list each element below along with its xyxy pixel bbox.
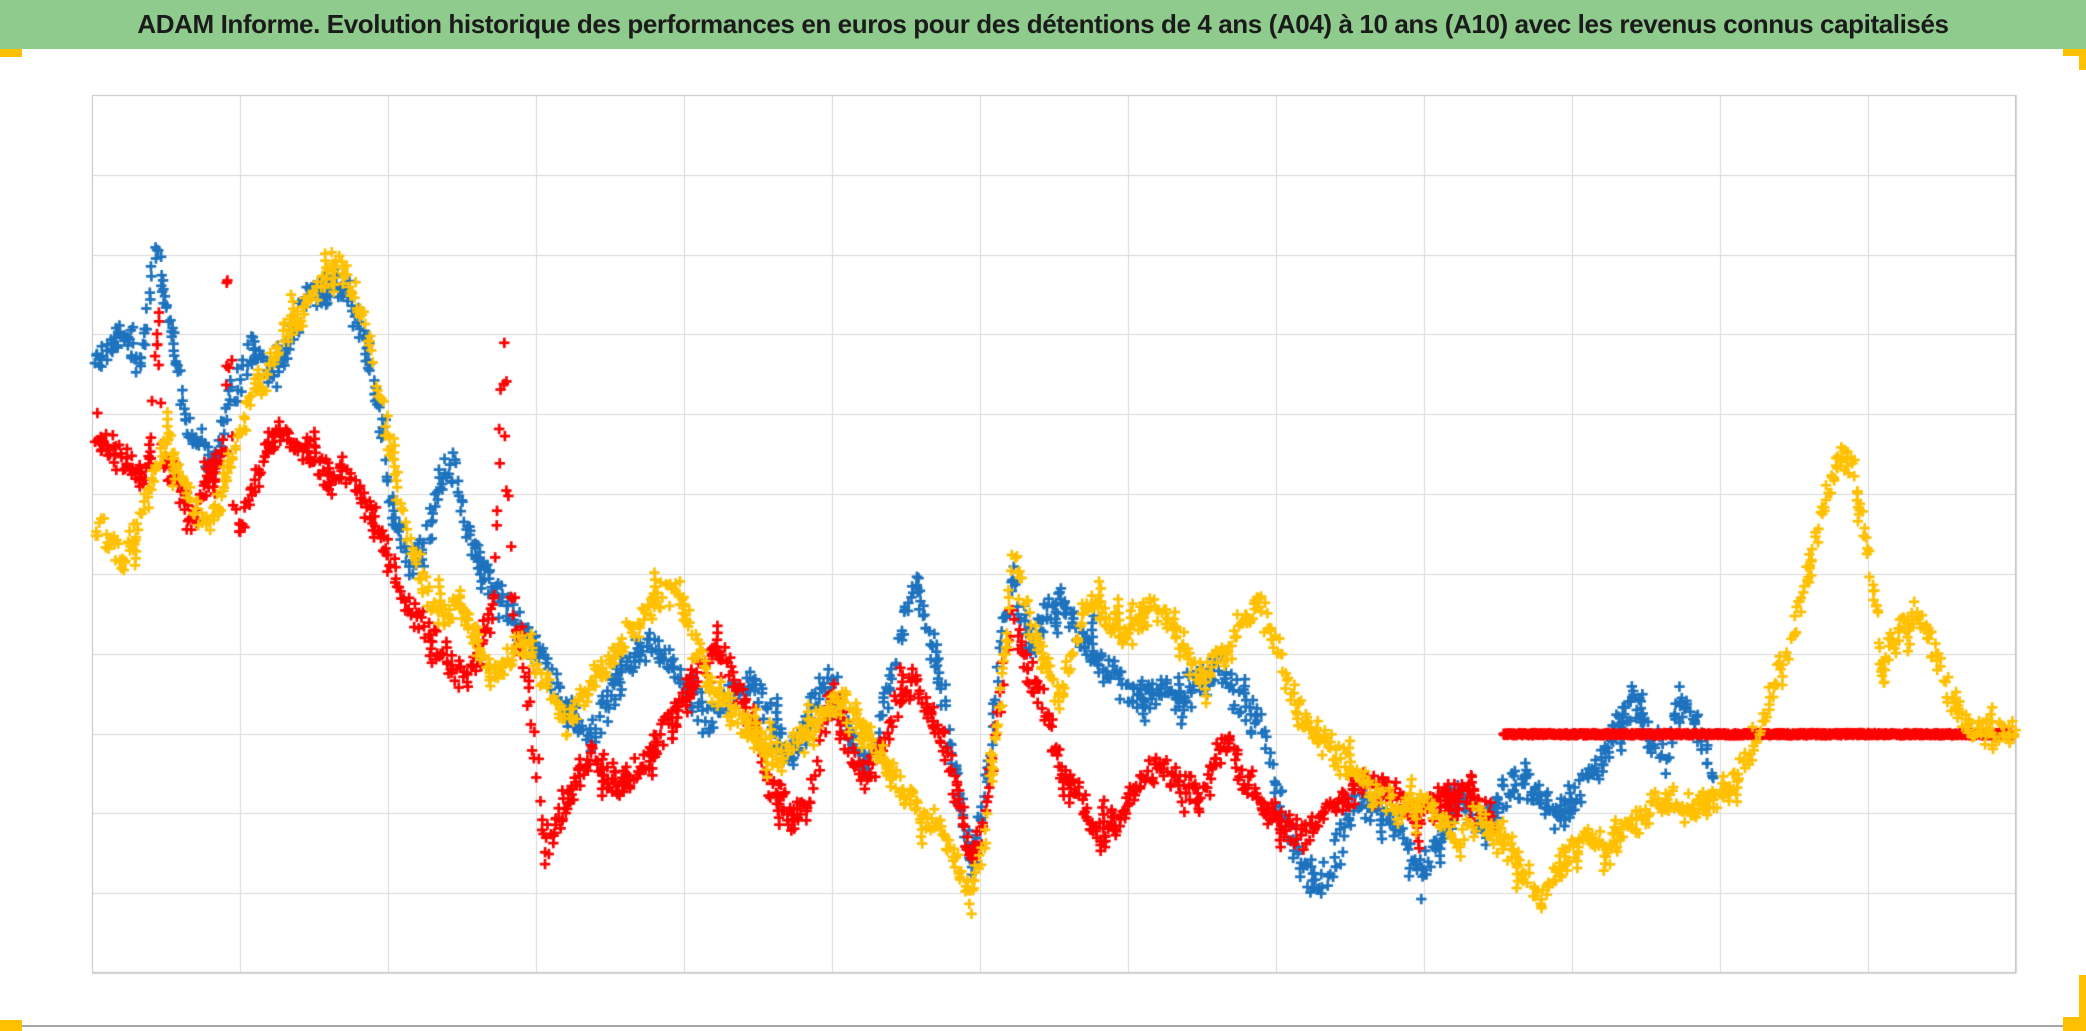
corner-accent-top-left (0, 49, 22, 57)
corner-accent-top-right-vertical (2079, 49, 2086, 70)
corner-accent-bottom-right-vertical (2079, 975, 2086, 1031)
corner-accent-top-right-horizontal (2063, 49, 2086, 56)
bottom-rule (0, 1025, 2086, 1027)
corner-accent-bottom-left (0, 1020, 22, 1031)
corner-accent-bottom-right-horizontal (2063, 1017, 2086, 1031)
